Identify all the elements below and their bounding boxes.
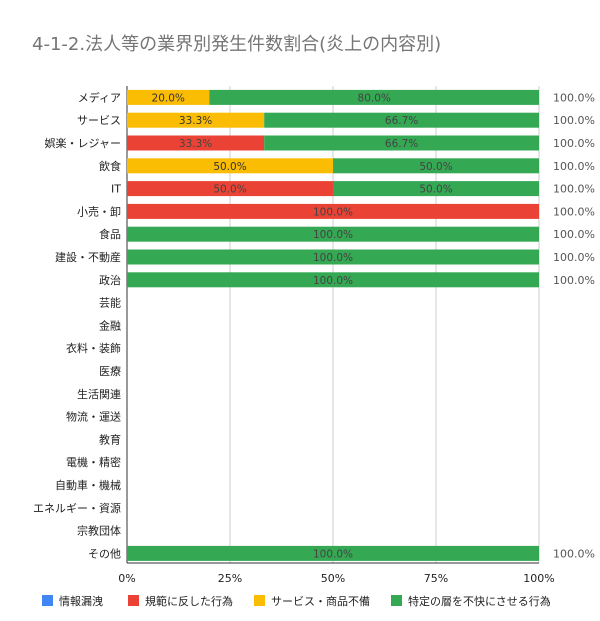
category-label: 芸能 xyxy=(99,296,121,310)
category-label: 小売・卸 xyxy=(77,204,121,218)
total-label: 100.0% xyxy=(553,228,595,241)
x-tick-labels: 0% 25% 50% 75% 100% xyxy=(118,572,554,585)
bar-segment xyxy=(127,249,539,265)
data-label: 33.3% xyxy=(179,138,212,150)
bar-segment xyxy=(333,158,539,174)
category-label: エネルギー・資源 xyxy=(33,501,121,515)
bar-segment xyxy=(127,89,210,105)
chart-title: 4-1-2.法人等の業界別発生件数割合(炎上の内容別) xyxy=(32,34,442,55)
category-label: 政治 xyxy=(99,273,121,287)
total-label: 100.0% xyxy=(553,274,595,287)
bar-segment xyxy=(127,226,539,242)
bar-segment xyxy=(127,181,333,197)
x-tick-label: 75% xyxy=(424,572,448,585)
category-label: 宗教団体 xyxy=(77,524,121,538)
total-label: 100.0% xyxy=(553,251,595,264)
legend-label: 情報漏洩 xyxy=(59,594,103,608)
category-label: 物流・運送 xyxy=(66,410,121,424)
bar-segment xyxy=(333,181,539,197)
x-tick-label: 25% xyxy=(218,572,242,585)
x-tick-label: 100% xyxy=(523,572,554,585)
bar-segment xyxy=(127,545,539,561)
bar-segment xyxy=(127,158,333,174)
category-label: 食品 xyxy=(99,227,121,241)
bar-segment xyxy=(127,112,265,128)
bar-segment xyxy=(127,135,265,151)
data-label: 80.0% xyxy=(358,92,391,104)
gridlines xyxy=(126,86,540,564)
category-label: 生活関連 xyxy=(77,387,121,401)
data-label: 100.0% xyxy=(313,206,353,218)
category-label: 建設・不動産 xyxy=(55,250,121,264)
legend-label: 特定の層を不快にさせる行為 xyxy=(408,594,551,608)
total-label: 100.0% xyxy=(553,547,595,560)
bar-segment xyxy=(209,89,539,105)
total-label: 100.0% xyxy=(553,160,595,173)
x-tick-label: 50% xyxy=(321,572,345,585)
data-label: 66.7% xyxy=(385,138,418,150)
data-label: 66.7% xyxy=(385,115,418,127)
total-label: 100.0% xyxy=(553,114,595,127)
category-label: IT xyxy=(111,183,121,196)
category-label: 教育 xyxy=(99,432,121,446)
data-label: 20.0% xyxy=(152,92,185,104)
bar-segment xyxy=(127,203,539,219)
data-label: 50.0% xyxy=(419,161,452,173)
total-label: 100.0% xyxy=(553,205,595,218)
data-label: 50.0% xyxy=(419,184,452,196)
total-label: 100.0% xyxy=(553,183,595,196)
legend-label: 規範に反した行為 xyxy=(145,594,233,608)
bar-segment xyxy=(127,272,539,288)
data-label: 100.0% xyxy=(313,548,353,560)
legend-swatch xyxy=(42,595,53,606)
legend-swatch xyxy=(391,595,402,606)
category-label: その他 xyxy=(88,547,121,560)
legend: 情報漏洩 規範に反した行為 サービス・商品不備 特定の層を不快にさせる行為 xyxy=(42,594,551,608)
data-label: 100.0% xyxy=(313,252,353,264)
x-tick-label: 0% xyxy=(118,572,135,585)
legend-swatch xyxy=(128,595,139,606)
data-label: 50.0% xyxy=(213,161,246,173)
bar-segment xyxy=(264,112,539,128)
data-label: 33.3% xyxy=(179,115,212,127)
total-labels: 100.0% 100.0% 100.0% 100.0% 100.0% 100.0% 100.… xyxy=(553,91,595,560)
category-label: 衣料・装飾 xyxy=(66,341,121,355)
category-label: サービス xyxy=(77,114,121,127)
data-label: 100.0% xyxy=(313,275,353,287)
total-label: 100.0% xyxy=(553,91,595,104)
category-label: 娯楽・レジャー xyxy=(45,136,121,150)
data-label: 50.0% xyxy=(213,184,246,196)
total-label: 100.0% xyxy=(553,137,595,150)
category-label: 飲食 xyxy=(99,159,121,173)
legend-swatch xyxy=(254,595,265,606)
category-label: 自動車・機械 xyxy=(55,478,121,492)
category-label: 医療 xyxy=(99,364,121,378)
data-label: 100.0% xyxy=(313,229,353,241)
category-label: メディア xyxy=(78,90,121,104)
bar-marks: 20.0% 80.0%33.3% 66.7%33.3% 66.7%50.0% 50.0%… xyxy=(127,89,539,561)
legend-label: サービス・商品不備 xyxy=(271,594,370,608)
bar-segment xyxy=(264,135,539,151)
category-label: 金融 xyxy=(99,318,121,332)
category-label: 電機・精密 xyxy=(66,455,121,469)
